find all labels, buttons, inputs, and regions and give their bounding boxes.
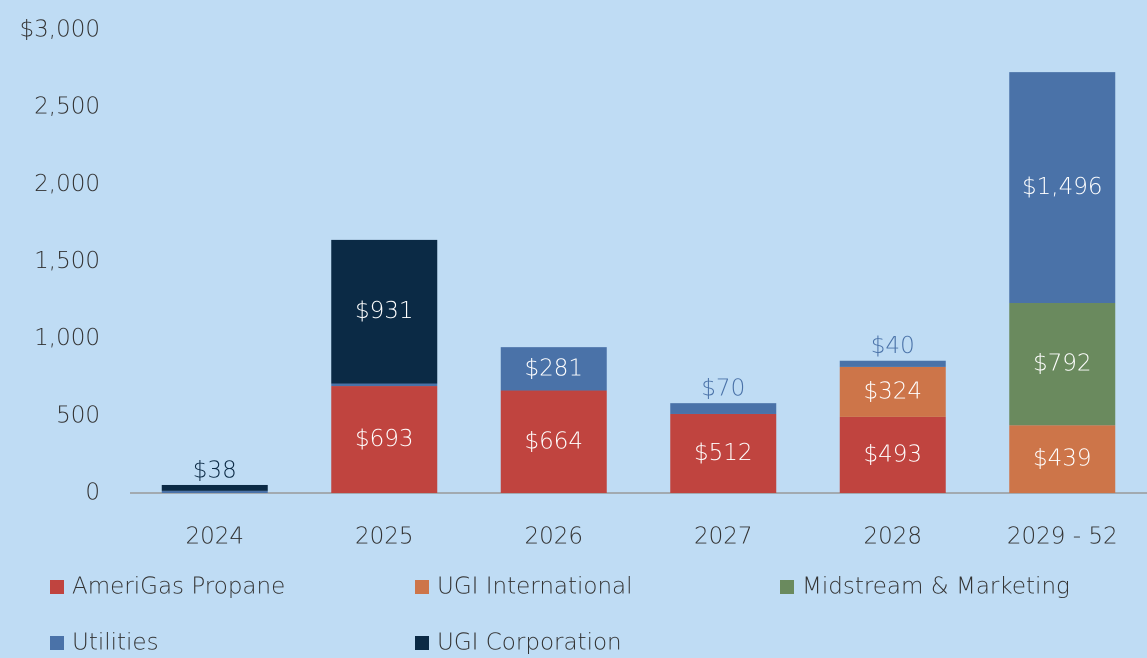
- legend-label: UGI International: [437, 574, 633, 600]
- x-tick-label: 2025: [355, 524, 414, 550]
- data-label: $931: [355, 298, 414, 324]
- bar-segment: [1009, 303, 1116, 426]
- legend-swatch: [415, 580, 429, 594]
- data-label: $512: [694, 440, 753, 466]
- bar-segment: [1009, 425, 1116, 493]
- legend-label: Utilities: [72, 630, 159, 656]
- x-tick-label: 2028: [863, 524, 922, 550]
- y-tick-label: 1,500: [34, 248, 100, 274]
- data-label: $693: [355, 426, 414, 452]
- y-tick-label: 2,000: [34, 171, 100, 197]
- bar-segment: [839, 416, 946, 493]
- y-tick-label: $3,000: [20, 17, 100, 43]
- bar-segment: [670, 403, 777, 414]
- legend-swatch: [50, 636, 64, 650]
- legend-label: AmeriGas Propane: [72, 574, 285, 600]
- bar-segment: [839, 360, 946, 367]
- legend-swatch: [50, 580, 64, 594]
- y-tick-label: 1,000: [34, 325, 100, 351]
- legend-label: UGI Corporation: [437, 630, 622, 656]
- data-label: $439: [1033, 446, 1092, 472]
- bar-segment: [670, 413, 777, 493]
- y-tick-label: 2,500: [34, 94, 100, 120]
- data-label: $324: [863, 378, 922, 404]
- data-label: $38: [193, 457, 237, 483]
- legend-label: Midstream & Marketing: [802, 574, 1070, 600]
- bar-segment: [500, 390, 607, 493]
- y-tick-label: 0: [85, 480, 100, 506]
- legend-swatch: [415, 636, 429, 650]
- data-label: $792: [1033, 351, 1092, 377]
- bar-segment: [161, 484, 268, 491]
- x-tick-label: 2027: [694, 524, 753, 550]
- data-label: $664: [524, 428, 583, 454]
- bar-segment: [500, 347, 607, 391]
- bar-segment: [161, 490, 268, 493]
- x-tick-label: 2024: [185, 524, 244, 550]
- data-label: $281: [524, 355, 583, 381]
- bar-segment: [331, 386, 438, 493]
- data-label: $70: [701, 376, 745, 402]
- bar-segment: [839, 366, 946, 417]
- y-tick-label: 500: [56, 402, 100, 428]
- data-label: $40: [871, 333, 915, 359]
- x-tick-label: 2026: [524, 524, 583, 550]
- bar-segment: [331, 239, 438, 384]
- legend-swatch: [780, 580, 794, 594]
- x-tick-label: 2029 - 52: [1007, 524, 1118, 550]
- bar-segment: [1009, 72, 1116, 304]
- bar-segment: [331, 383, 438, 387]
- data-label: $493: [863, 441, 922, 467]
- data-label: $1,496: [1022, 174, 1102, 200]
